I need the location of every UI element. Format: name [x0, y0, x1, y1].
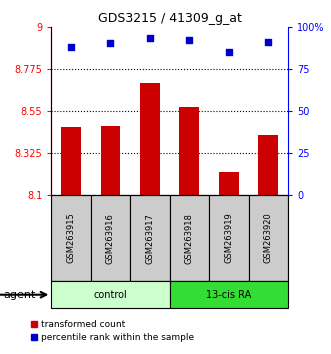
- Text: GSM263915: GSM263915: [67, 213, 75, 263]
- Point: [69, 44, 74, 50]
- Legend: transformed count, percentile rank within the sample: transformed count, percentile rank withi…: [27, 316, 198, 346]
- Text: 13-cis RA: 13-cis RA: [206, 290, 252, 300]
- Bar: [61, 127, 81, 195]
- Bar: [209, 195, 249, 281]
- Point: [187, 37, 192, 43]
- Bar: [249, 195, 288, 281]
- Text: GSM263919: GSM263919: [224, 213, 233, 263]
- Text: GSM263917: GSM263917: [145, 213, 155, 263]
- Bar: [130, 195, 169, 281]
- Bar: [51, 281, 169, 308]
- Bar: [169, 281, 288, 308]
- Bar: [140, 82, 160, 195]
- Bar: [219, 172, 239, 195]
- Title: GDS3215 / 41309_g_at: GDS3215 / 41309_g_at: [98, 12, 242, 25]
- Point: [226, 49, 231, 55]
- Point: [147, 35, 153, 41]
- Bar: [259, 135, 278, 195]
- Point: [265, 39, 271, 45]
- Bar: [91, 195, 130, 281]
- Text: GSM263916: GSM263916: [106, 213, 115, 263]
- Point: [108, 41, 113, 46]
- Text: GSM263918: GSM263918: [185, 213, 194, 263]
- Text: GSM263920: GSM263920: [264, 213, 273, 263]
- Bar: [101, 126, 120, 195]
- Bar: [179, 107, 199, 195]
- Bar: [169, 195, 209, 281]
- Text: control: control: [94, 290, 127, 300]
- Bar: [51, 195, 91, 281]
- Text: agent: agent: [3, 290, 36, 300]
